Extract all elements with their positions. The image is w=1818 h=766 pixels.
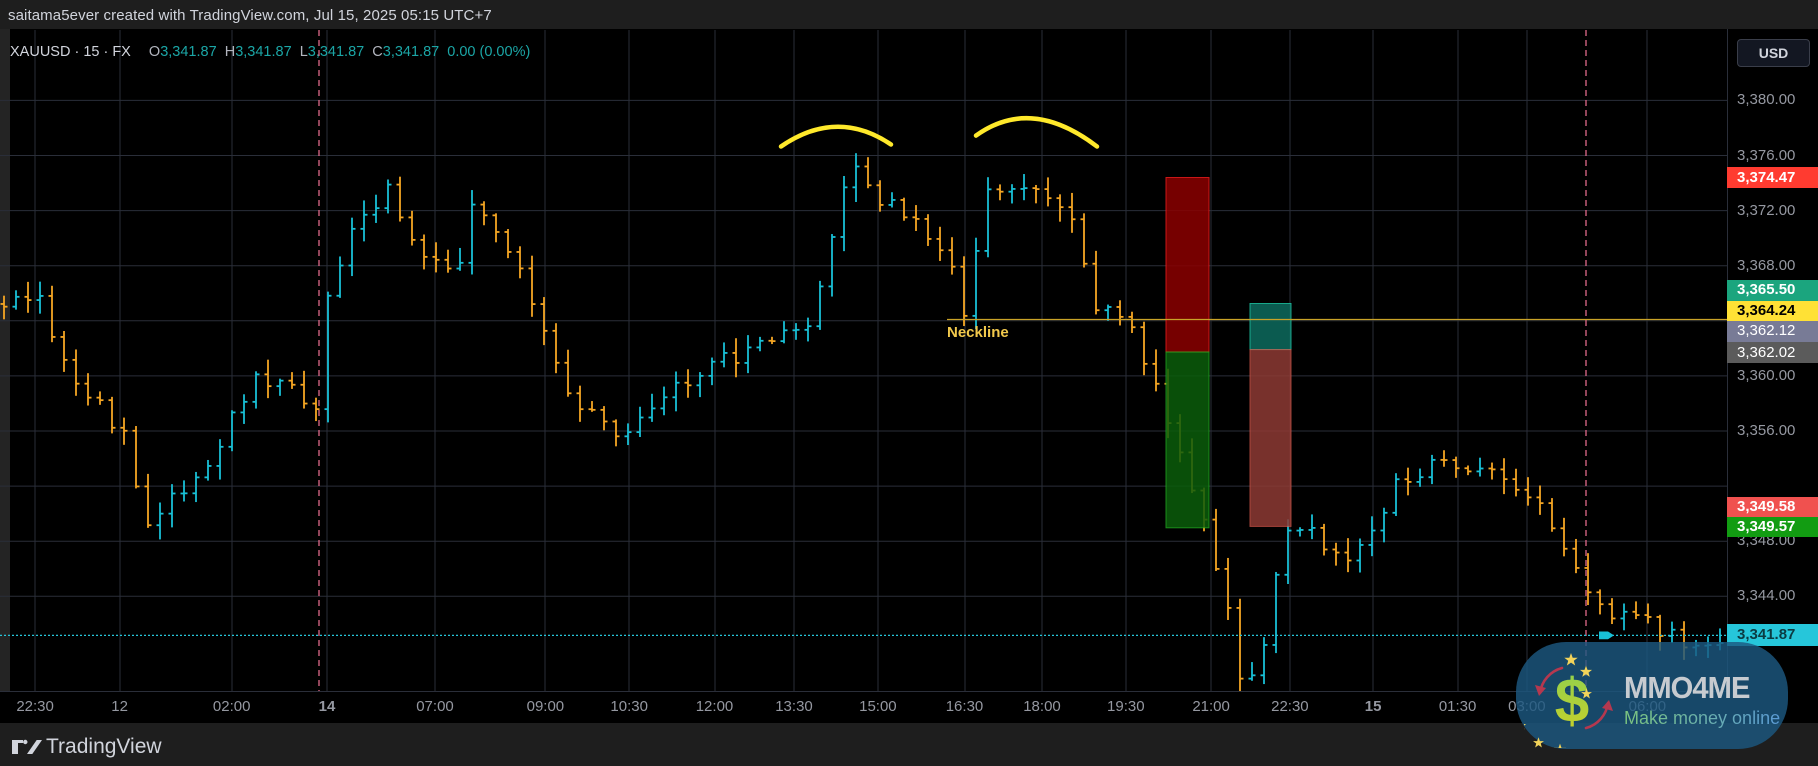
svg-text:$: $ bbox=[1555, 667, 1589, 736]
